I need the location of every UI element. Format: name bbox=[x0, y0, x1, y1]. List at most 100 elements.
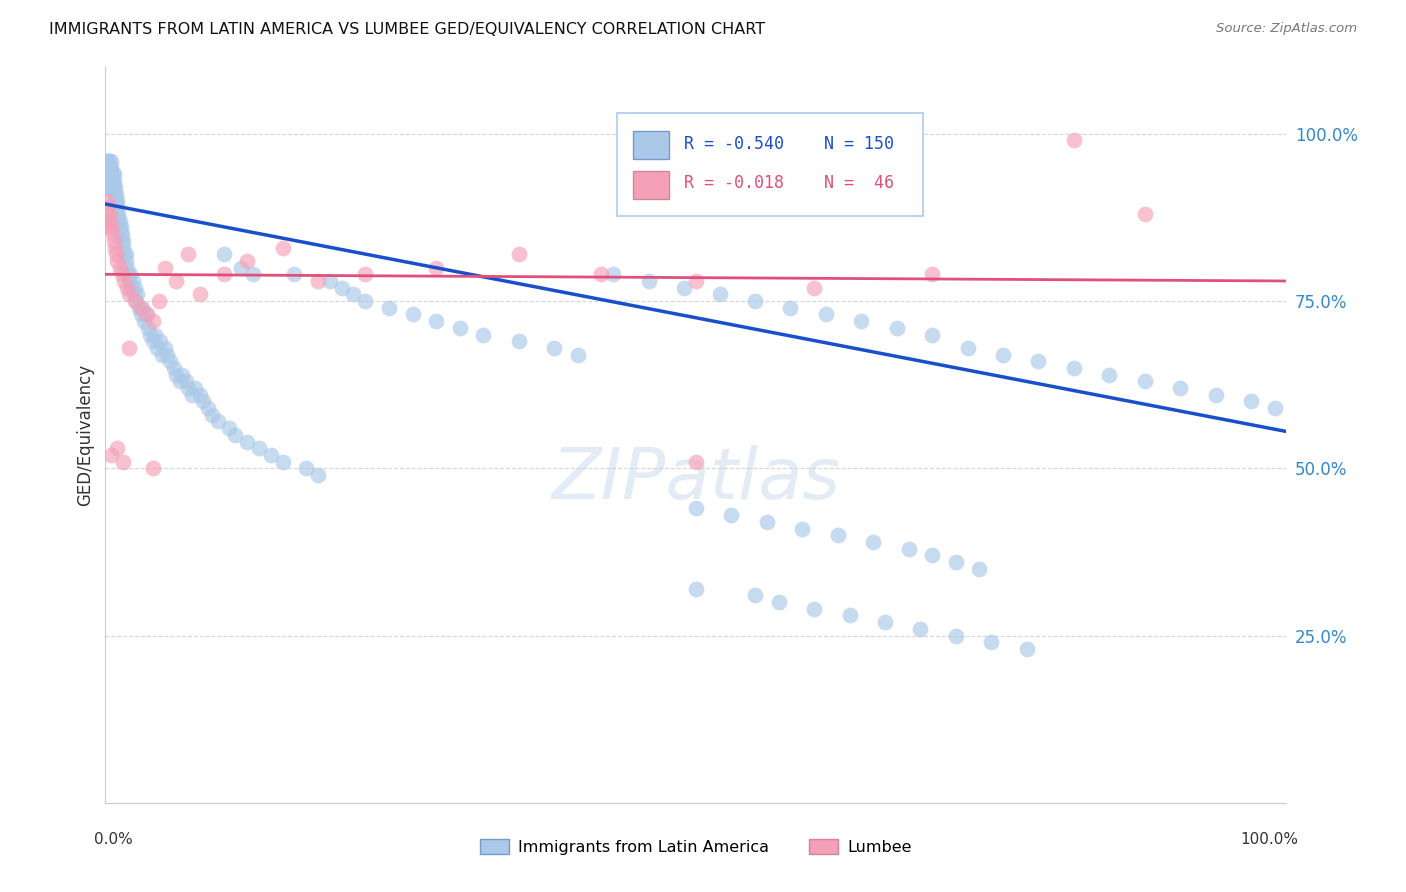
Point bbox=[319, 274, 342, 288]
Bar bbox=[633, 171, 669, 199]
Point bbox=[921, 327, 943, 342]
Point bbox=[129, 301, 152, 315]
Point bbox=[174, 374, 197, 388]
Point bbox=[112, 454, 135, 469]
Point bbox=[921, 268, 943, 282]
Point bbox=[212, 268, 235, 282]
Point bbox=[97, 153, 120, 168]
Point bbox=[602, 268, 624, 282]
Legend: Immigrants from Latin America, Lumbee: Immigrants from Latin America, Lumbee bbox=[474, 832, 918, 861]
Point bbox=[271, 454, 294, 469]
Point bbox=[98, 161, 121, 175]
Point bbox=[472, 327, 495, 342]
Point bbox=[112, 247, 135, 261]
Point bbox=[271, 240, 294, 255]
Point bbox=[98, 167, 121, 181]
Point bbox=[1133, 374, 1156, 388]
Point bbox=[101, 167, 124, 181]
Point bbox=[980, 635, 1002, 649]
Point bbox=[105, 247, 128, 261]
Point bbox=[307, 274, 329, 288]
Point bbox=[125, 293, 148, 308]
Point bbox=[142, 314, 165, 328]
Point bbox=[1028, 354, 1050, 368]
Point bbox=[115, 280, 138, 294]
Point bbox=[108, 260, 131, 275]
Point bbox=[110, 227, 132, 241]
Point bbox=[153, 260, 176, 275]
Point bbox=[755, 515, 778, 529]
Point bbox=[827, 528, 849, 542]
Point bbox=[108, 213, 131, 227]
Bar bbox=[633, 131, 669, 159]
Point bbox=[105, 207, 128, 221]
Point bbox=[236, 253, 259, 268]
Point bbox=[1168, 381, 1191, 395]
Point bbox=[188, 387, 211, 401]
Point bbox=[104, 240, 127, 255]
Point bbox=[103, 187, 125, 202]
Point bbox=[295, 461, 318, 475]
Point bbox=[969, 562, 991, 576]
Point bbox=[862, 534, 884, 549]
Point bbox=[112, 240, 135, 255]
Point bbox=[685, 454, 707, 469]
Point bbox=[1264, 401, 1286, 416]
Point bbox=[103, 180, 125, 194]
Point bbox=[165, 368, 187, 382]
Point bbox=[135, 307, 157, 321]
Point bbox=[134, 314, 156, 328]
Point bbox=[129, 307, 152, 321]
Point bbox=[100, 448, 122, 462]
Point bbox=[131, 301, 153, 315]
Point bbox=[159, 354, 181, 368]
Point bbox=[136, 320, 159, 334]
Point bbox=[105, 194, 128, 208]
Point bbox=[236, 434, 259, 449]
Point bbox=[897, 541, 920, 556]
Point bbox=[1015, 642, 1038, 657]
Point bbox=[107, 213, 129, 227]
Point bbox=[709, 287, 731, 301]
Point bbox=[96, 194, 118, 208]
Point bbox=[956, 341, 979, 355]
Point bbox=[103, 234, 125, 248]
Point bbox=[97, 167, 120, 181]
Point bbox=[108, 220, 131, 235]
FancyBboxPatch shape bbox=[617, 113, 922, 216]
Point bbox=[637, 274, 659, 288]
Point bbox=[212, 247, 235, 261]
Point bbox=[97, 161, 120, 175]
Point bbox=[142, 334, 165, 348]
Point bbox=[169, 374, 191, 388]
Point bbox=[685, 582, 707, 596]
Point bbox=[177, 247, 200, 261]
Point bbox=[180, 387, 202, 401]
Point bbox=[124, 280, 146, 294]
Point bbox=[814, 307, 837, 321]
Point bbox=[101, 227, 124, 241]
Point bbox=[172, 368, 194, 382]
Point bbox=[98, 220, 121, 235]
Point bbox=[118, 274, 141, 288]
Point bbox=[101, 180, 124, 194]
Point bbox=[945, 628, 967, 642]
Point bbox=[449, 320, 471, 334]
Point bbox=[207, 414, 229, 428]
Point bbox=[100, 220, 122, 235]
Point bbox=[792, 521, 814, 535]
Text: 100.0%: 100.0% bbox=[1240, 832, 1298, 847]
Point bbox=[98, 173, 121, 187]
Point bbox=[260, 448, 283, 462]
Text: Source: ZipAtlas.com: Source: ZipAtlas.com bbox=[1216, 22, 1357, 36]
Point bbox=[96, 153, 118, 168]
Point bbox=[508, 247, 530, 261]
Point bbox=[224, 427, 246, 442]
Point bbox=[567, 347, 589, 362]
Point bbox=[105, 253, 128, 268]
Point bbox=[1063, 360, 1085, 375]
Point bbox=[193, 394, 215, 409]
Point bbox=[105, 187, 128, 202]
Point bbox=[97, 213, 120, 227]
Point bbox=[247, 441, 270, 455]
